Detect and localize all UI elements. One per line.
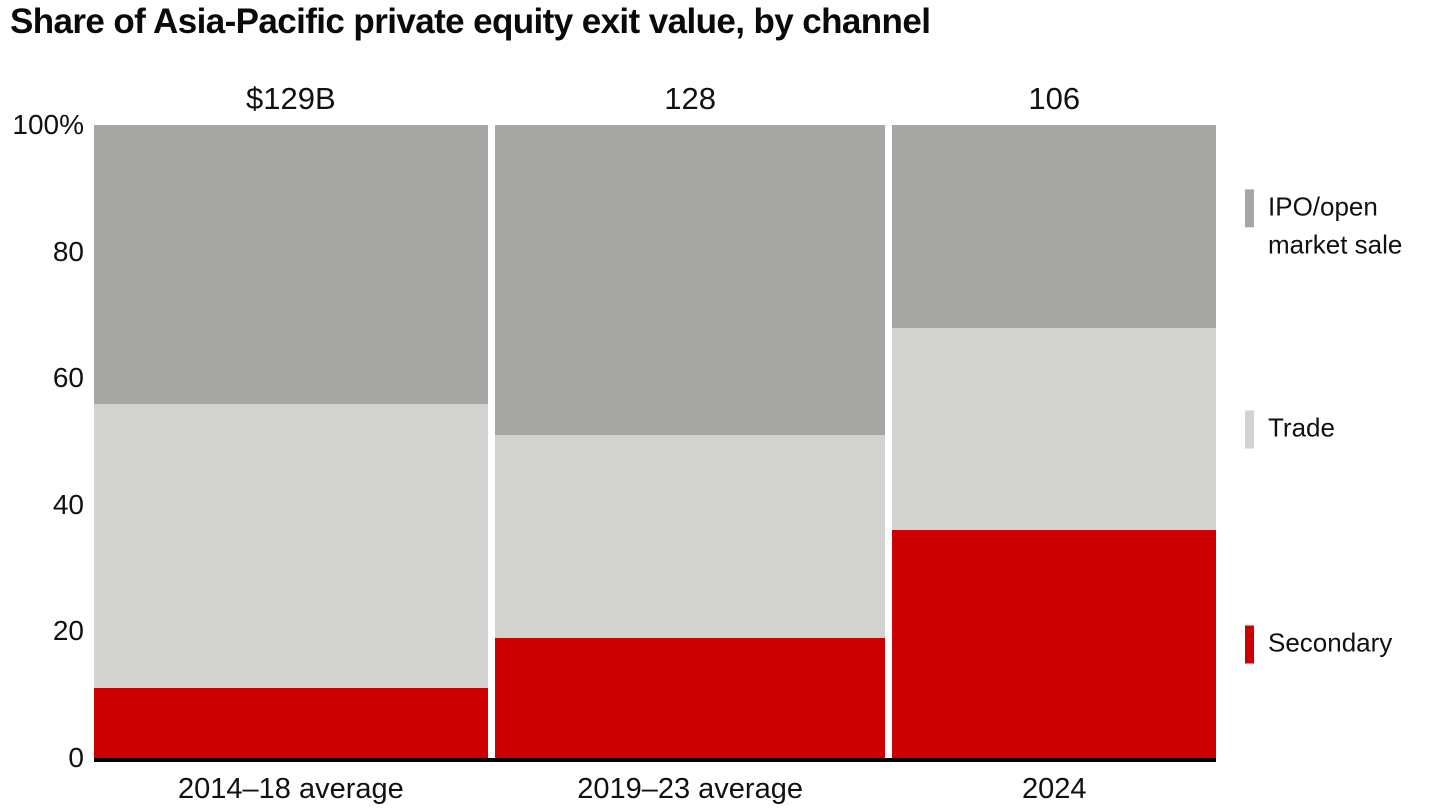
legend-item-secondary: Secondary xyxy=(1245,625,1433,664)
bar-group-2014-18-average: $129B 2014–18 average xyxy=(94,81,488,805)
bar-total-label-2014-18-average: $129B xyxy=(246,81,336,116)
bar-segment-trade-2024 xyxy=(892,327,1216,531)
legend-item-ipo-open-market-sale: IPO/open market sale xyxy=(1245,189,1433,264)
bar-total-label-2024: 106 xyxy=(1028,81,1081,116)
bar-segment-trade-2014-18-average xyxy=(94,403,488,689)
bar-segment-trade-2019-23-average xyxy=(494,435,886,638)
legend-label-ipo-open-market-sale: IPO/open market sale xyxy=(1268,191,1403,260)
y-tick-label-60: 60 xyxy=(52,362,84,394)
x-axis-line xyxy=(94,758,1216,762)
bar-group-2019-23-average: 128 2019–23 average xyxy=(494,81,886,805)
legend-label-trade: Trade xyxy=(1268,412,1335,443)
bar-segment-ipo-open-market-sale-2014-18-average xyxy=(94,125,488,404)
y-tick-label-80: 80 xyxy=(52,235,84,267)
y-axis: 100% 80 60 40 20 0 xyxy=(0,109,84,773)
bar-segment-ipo-open-market-sale-2024 xyxy=(892,125,1216,328)
x-axis-label-2019-23-average: 2019–23 average xyxy=(577,773,803,805)
y-tick-label-20: 20 xyxy=(52,615,84,647)
legend-item-trade: Trade xyxy=(1245,409,1433,449)
x-axis-label-2014-18-average: 2014–18 average xyxy=(177,773,404,805)
legend-swatch-ipo-open-market-sale xyxy=(1245,189,1254,228)
x-axis-label-2024: 2024 xyxy=(1021,773,1087,805)
legend-swatch-secondary xyxy=(1245,625,1254,664)
legend-label-secondary: Secondary xyxy=(1268,627,1393,658)
y-tick-label-0: 0 xyxy=(68,742,84,773)
plot-area: $129B 2014–18 average 128 2019–23 average 10… xyxy=(94,81,1216,805)
bar-segment-secondary-2019-23-average xyxy=(494,637,886,758)
bar-group-2024: 106 2024 xyxy=(892,81,1216,805)
y-tick-label-100: 100% xyxy=(12,109,84,140)
legend: Secondary Trade IPO/open market sale xyxy=(1245,125,1440,758)
bar-total-label-2019-23-average: 128 xyxy=(664,81,716,116)
chart-title: Share of Asia-Pacific private equity exi… xyxy=(10,2,931,41)
legend-swatch-trade xyxy=(1245,410,1254,449)
bar-segment-ipo-open-market-sale-2019-23-average xyxy=(494,125,886,436)
bar-segment-secondary-2014-18-average xyxy=(94,688,488,758)
bar-segment-secondary-2024 xyxy=(892,530,1216,758)
bars-container: $129B 2014–18 average 128 2019–23 average 10… xyxy=(94,81,1216,805)
y-tick-label-40: 40 xyxy=(52,488,84,520)
